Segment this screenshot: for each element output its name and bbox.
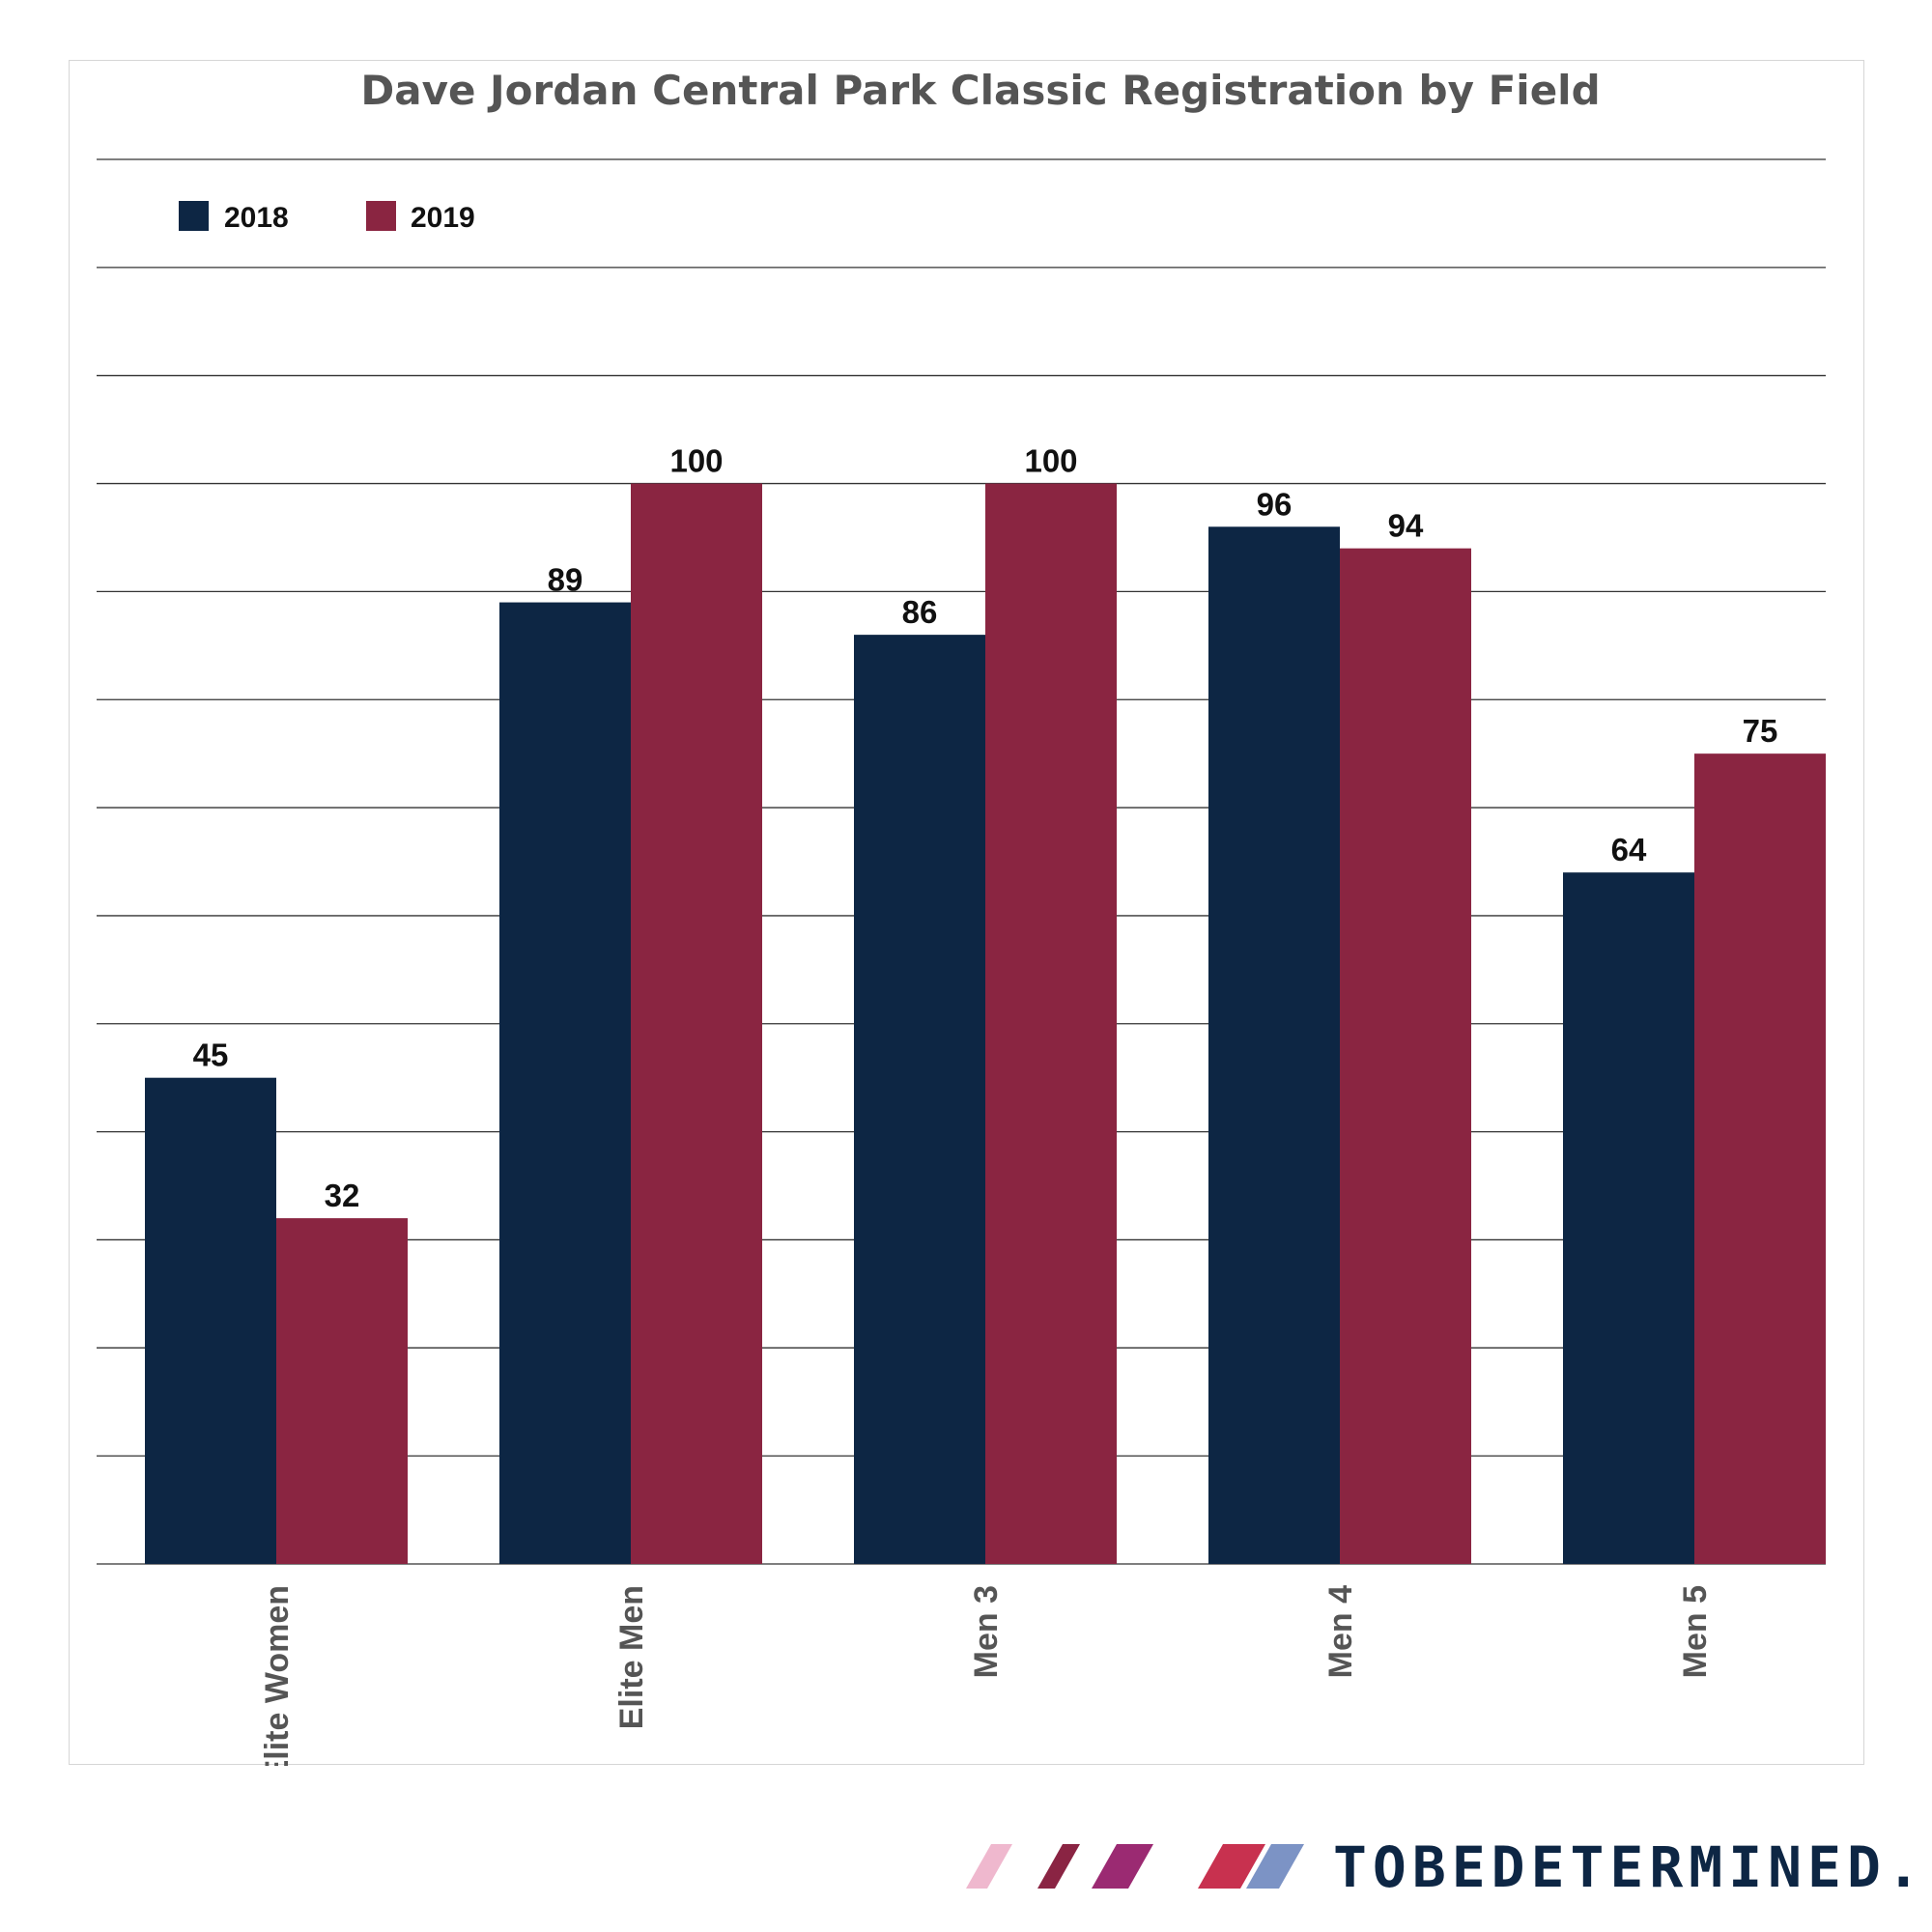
bar-2018-men-4 — [1208, 526, 1340, 1565]
legend-swatch-2019 — [366, 201, 396, 231]
bar-2019-elite-men — [631, 483, 762, 1564]
brand-stripe — [1246, 1844, 1304, 1889]
legend-label-2019: 2019 — [411, 202, 475, 234]
brand-stripe — [1198, 1844, 1265, 1889]
bar-2019-men-5 — [1694, 753, 1826, 1564]
brand-text: TOBEDETERMINED.CC — [1333, 1834, 1922, 1900]
bar-chart: Dave Jordan Central Park Classic Registr… — [97, 67, 1826, 1766]
brand-stripe — [1037, 1844, 1080, 1889]
bar-2018-men-5 — [1563, 872, 1694, 1564]
bar-2019-elite-women — [276, 1218, 408, 1564]
category-label: Elite Men — [613, 1585, 650, 1729]
bar-2018-elite-women — [145, 1077, 276, 1564]
data-label: 89 — [548, 562, 583, 598]
brand-stripes-logo — [966, 1844, 1304, 1889]
data-label: 45 — [193, 1037, 229, 1073]
data-label: 32 — [325, 1178, 360, 1213]
data-label: 96 — [1257, 486, 1293, 522]
legend-label-2018: 2018 — [224, 202, 289, 234]
brand-stripe — [1092, 1844, 1153, 1889]
data-label: 100 — [669, 443, 723, 479]
data-label: 100 — [1024, 443, 1077, 479]
bars — [145, 483, 1826, 1565]
legend-swatch-2018 — [179, 201, 209, 231]
category-label: Elite Women — [259, 1585, 296, 1766]
bar-2018-elite-men — [499, 602, 631, 1564]
bar-2019-men-3 — [985, 483, 1117, 1564]
category-label: Men 5 — [1677, 1585, 1714, 1678]
data-label: 94 — [1388, 508, 1424, 544]
bar-2018-men-3 — [854, 635, 985, 1564]
category-labels: Elite Women Elite Men Men 3 Men 4 Men 5 — [259, 1585, 1714, 1766]
bar-2019-men-4 — [1340, 548, 1471, 1564]
legend: 2018 2019 — [179, 201, 475, 234]
data-label: 86 — [902, 594, 938, 630]
category-label: Men 3 — [968, 1585, 1005, 1678]
data-labels: 45 32 89 100 86 100 96 94 64 75 — [193, 443, 1778, 1214]
chart-frame: Dave Jordan Central Park Classic Registr… — [69, 60, 1864, 1766]
chart-title: Dave Jordan Central Park Classic Registr… — [360, 67, 1600, 114]
category-label: Men 4 — [1322, 1585, 1359, 1678]
data-label: 64 — [1611, 832, 1647, 867]
brand-stripe — [966, 1844, 1012, 1889]
data-label: 75 — [1743, 713, 1778, 749]
brand-footer: TOBEDETERMINED.CC — [966, 1834, 1922, 1900]
